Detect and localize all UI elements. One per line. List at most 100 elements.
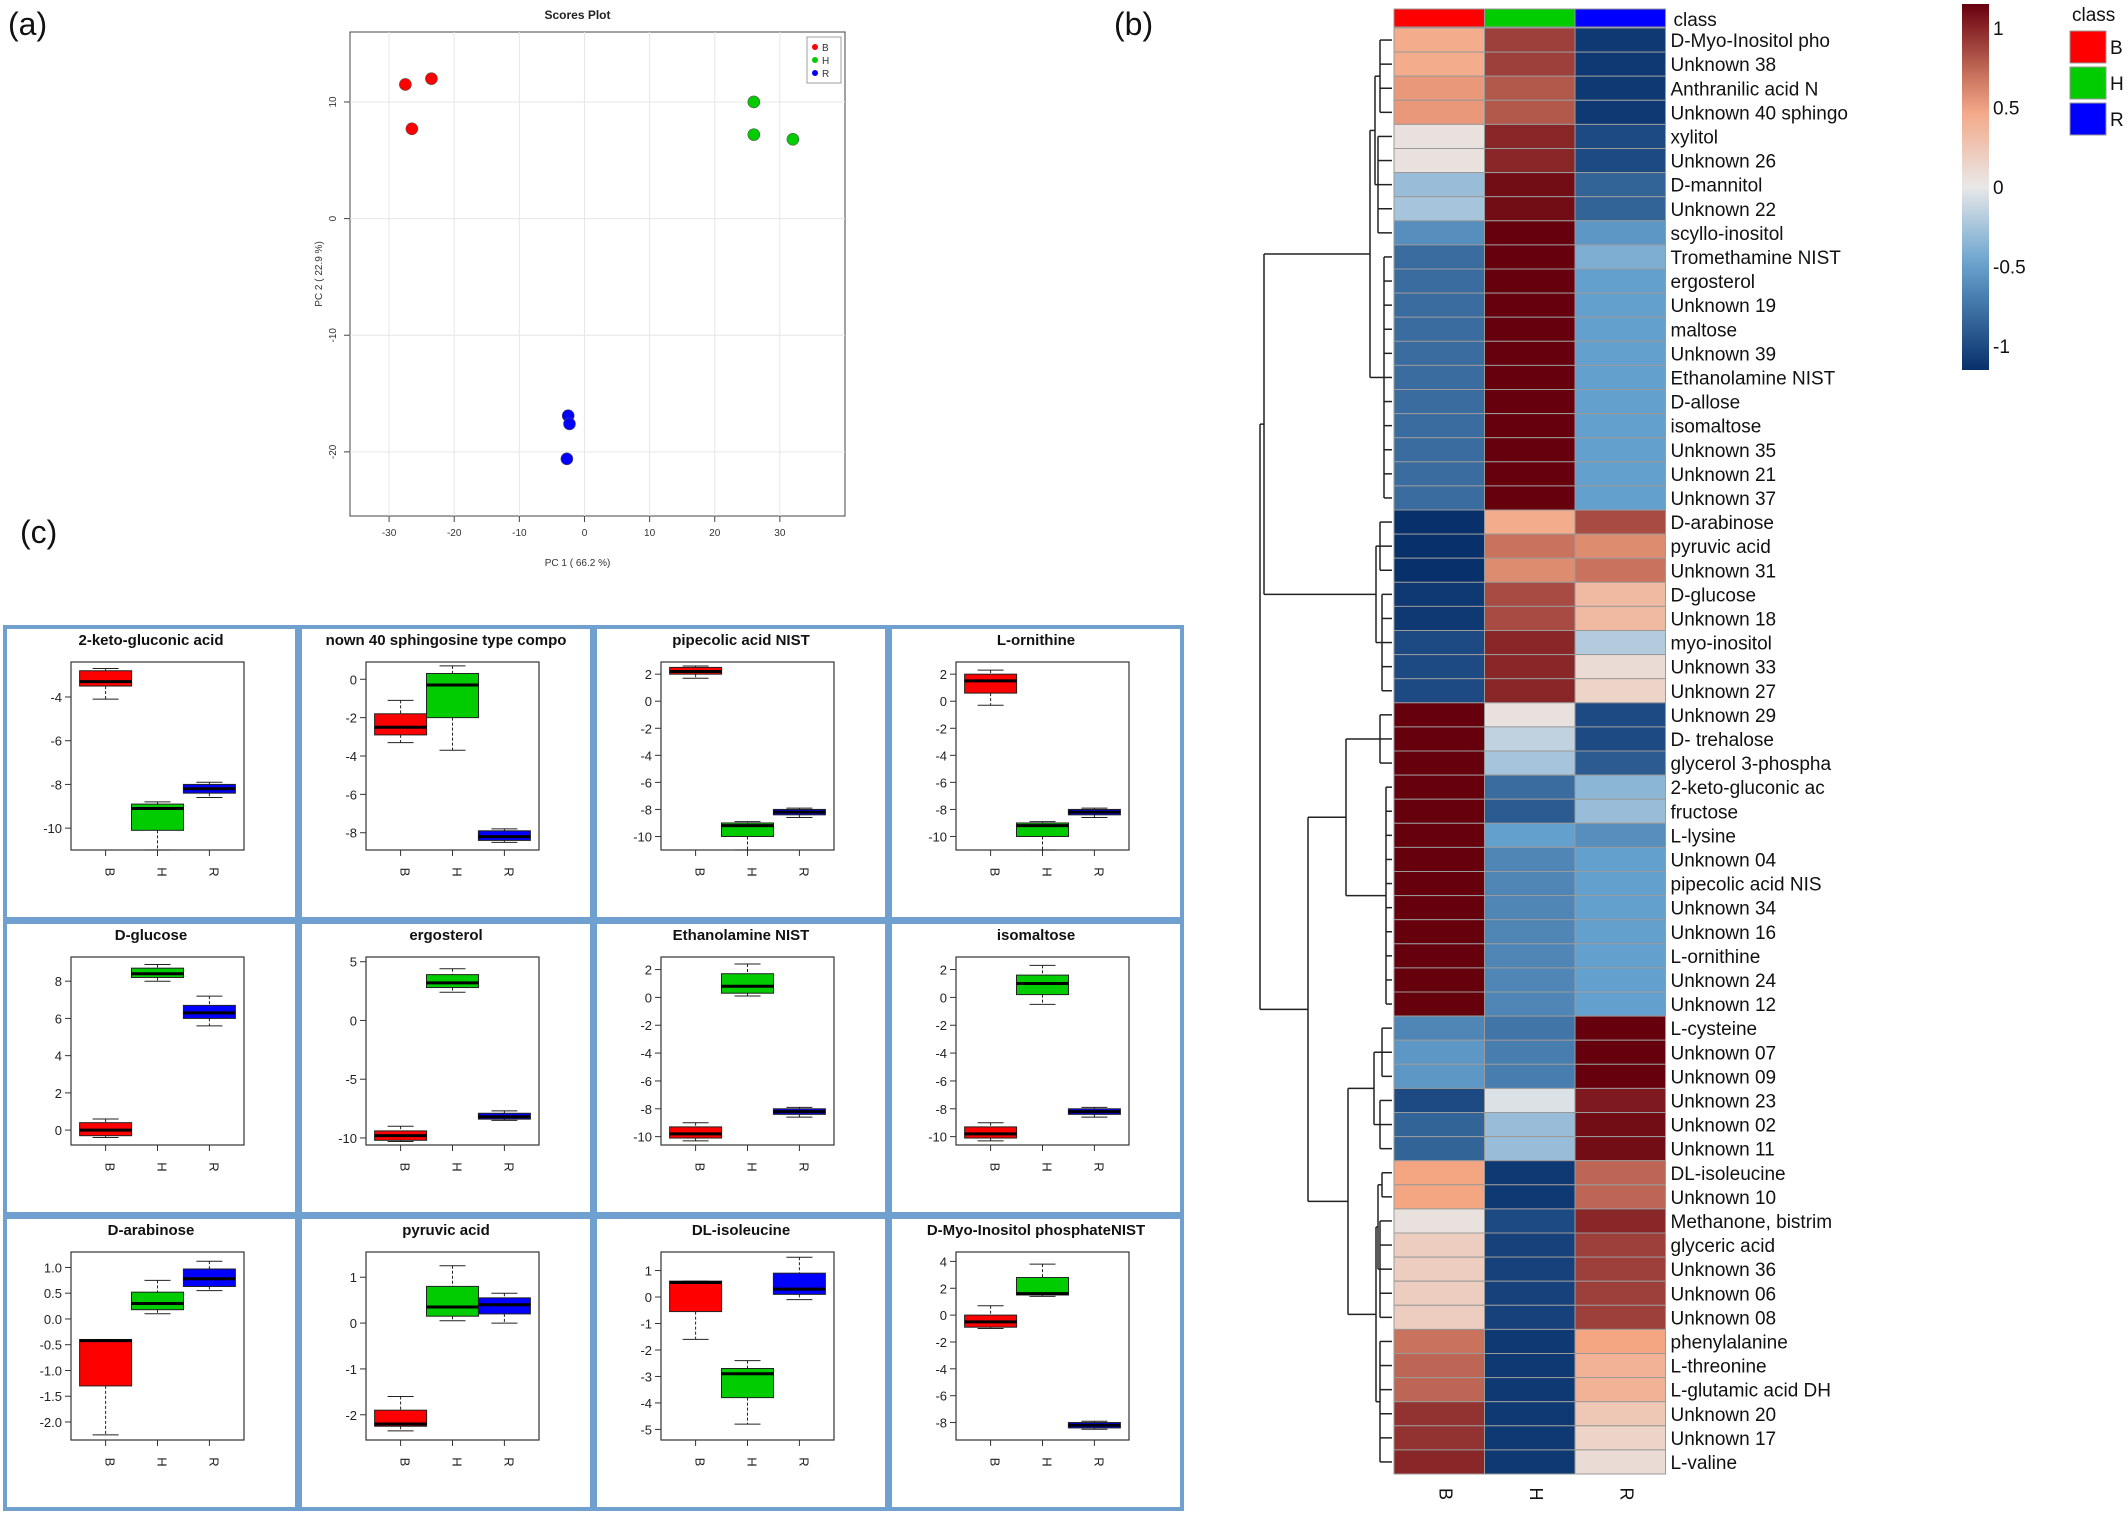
boxplot-x-tick-label: R (206, 1162, 221, 1171)
boxplot-box-B (374, 713, 428, 736)
heatmap-cell (1484, 919, 1576, 945)
boxplot-title: D-Myo-Inositol phosphateNIST (927, 1222, 1145, 1239)
heatmap-cell (1574, 27, 1666, 53)
boxplot-y-tick-label: -8 (640, 802, 652, 817)
heatmap-cell (1393, 1112, 1485, 1138)
heatmap-row-label: L-valine (1671, 1453, 1738, 1474)
heatmap-cell (1393, 895, 1485, 921)
heatmap-cell (1484, 1208, 1576, 1234)
heatmap-cell (1484, 27, 1576, 53)
heatmap-cell (1393, 1063, 1485, 1089)
heatmap-row-label: pyruvic acid (1671, 537, 1771, 558)
heatmap-row-label: Unknown 38 (1671, 55, 1777, 76)
heatmap-row-label: Unknown 20 (1671, 1405, 1777, 1426)
heatmap-cell (1574, 1304, 1666, 1330)
heatmap-cell (1393, 437, 1485, 463)
boxplot-y-tick-label: 1 (350, 1270, 357, 1285)
boxplot-x-tick-label: R (796, 867, 811, 876)
scores-legend-marker-H (812, 57, 818, 63)
heatmap-cell (1574, 292, 1666, 318)
heatmap-cell (1484, 316, 1576, 342)
heatmap-cell (1574, 1353, 1666, 1379)
heatmap-cell (1484, 292, 1576, 318)
heatmap-cell (1393, 1039, 1485, 1065)
boxplot-box-H (426, 974, 479, 989)
boxplot-y-tick-label: -2 (345, 1408, 357, 1423)
boxplot-y-tick-label: -3 (640, 1369, 652, 1384)
heatmap-cell (1484, 822, 1576, 848)
heatmap-colorbar-tick-label: 0.5 (1993, 98, 2019, 119)
heatmap-class-cell-R (1574, 8, 1666, 28)
boxplot-x-tick-label: R (1091, 1162, 1106, 1171)
boxplot-y-tick-label: -8 (640, 1102, 652, 1117)
heatmap-cell (1574, 148, 1666, 174)
scores-title: Scores Plot (544, 8, 610, 22)
scores-point-R (563, 417, 576, 431)
heatmap-cell (1484, 1063, 1576, 1089)
boxplot-panel-border (3, 625, 299, 921)
heatmap-cell (1574, 1377, 1666, 1403)
heatmap-cell (1393, 702, 1485, 728)
boxplot-panel: isomaltose -10 -8 -6 -4 -2 0 2 B H R (888, 920, 1184, 1216)
scores-plot-frame (349, 31, 846, 517)
heatmap-cell (1574, 75, 1666, 101)
boxplot-y-tick-label: 0 (645, 1290, 652, 1305)
boxplot-y-tick-label: -4 (345, 749, 357, 764)
heatmap-cell (1574, 798, 1666, 824)
heatmap-cell (1393, 581, 1485, 607)
boxplot-y-tick-label: 4 (55, 1049, 62, 1064)
panel-label-c: (c) (20, 514, 58, 550)
heatmap-row-label: Unknown 09 (1671, 1067, 1777, 1088)
boxplot-y-tick-label: 0 (350, 1013, 357, 1028)
heatmap-row-label: Unknown 18 (1671, 609, 1777, 630)
heatmap-cell (1574, 1063, 1666, 1089)
boxplot-box-H (721, 973, 774, 994)
heatmap-cell (1484, 148, 1576, 174)
scores-x-tick-label: 30 (774, 528, 786, 539)
heatmap-row-label: Unknown 26 (1671, 152, 1777, 173)
boxplot-title: 2-keto-gluconic acid (78, 632, 223, 649)
boxplot-x-tick-label: R (796, 1162, 811, 1171)
heatmap-row-label: ergosterol (1671, 272, 1756, 293)
heatmap-cell (1484, 437, 1576, 463)
heatmap-cell (1393, 943, 1485, 969)
heatmap-cell (1574, 702, 1666, 728)
heatmap-cell (1393, 123, 1485, 150)
heatmap-cell (1484, 364, 1576, 390)
heatmap-cell (1574, 244, 1666, 270)
scores-x-tick-label: -20 (447, 528, 462, 539)
heatmap-cell (1574, 364, 1666, 390)
heatmap-cell (1393, 1377, 1485, 1403)
boxplot-x-tick-label: H (1040, 1457, 1055, 1466)
heatmap-cell (1574, 822, 1666, 848)
heatmap-class-cell-H (1484, 8, 1576, 28)
heatmap-cell (1393, 967, 1485, 993)
heatmap-cell (1484, 798, 1576, 824)
boxplot-y-tick-label: 0 (55, 1123, 62, 1138)
heatmap-row-label: L-ornithine (1671, 947, 1761, 968)
boxplot-y-tick-label: -4 (640, 1396, 652, 1411)
scores-y-tick-label: 10 (328, 96, 339, 108)
boxplot-panel-border (593, 920, 889, 1216)
boxplot-title: L-ornithine (997, 632, 1075, 649)
boxplot-x-tick-label: R (206, 1457, 221, 1466)
boxplot-title: D-arabinose (108, 1222, 195, 1239)
heatmap-cell (1393, 605, 1485, 632)
heatmap-cell (1484, 389, 1576, 415)
heatmap-row-label: Unknown 33 (1671, 658, 1777, 679)
boxplot-title: pyruvic acid (402, 1222, 490, 1239)
boxplot-y-tick-label: 0 (940, 694, 947, 709)
heatmap-cell (1393, 316, 1485, 342)
heatmap-row-label: Unknown 16 (1671, 923, 1777, 944)
heatmap-cell (1393, 750, 1485, 776)
heatmap-legend-label-H: H (2110, 74, 2124, 95)
boxplot-x-tick-label: B (103, 1163, 118, 1172)
heatmap-class-label: class (1674, 10, 1717, 31)
heatmap-row-label: L-cysteine (1671, 1019, 1758, 1040)
heatmap-cell (1484, 1377, 1576, 1403)
boxplot-y-tick-label: -1 (345, 1362, 357, 1377)
boxplot-box-B (669, 1280, 723, 1313)
heatmap-row-label: D-allose (1671, 393, 1741, 414)
heatmap-cell (1574, 389, 1666, 415)
